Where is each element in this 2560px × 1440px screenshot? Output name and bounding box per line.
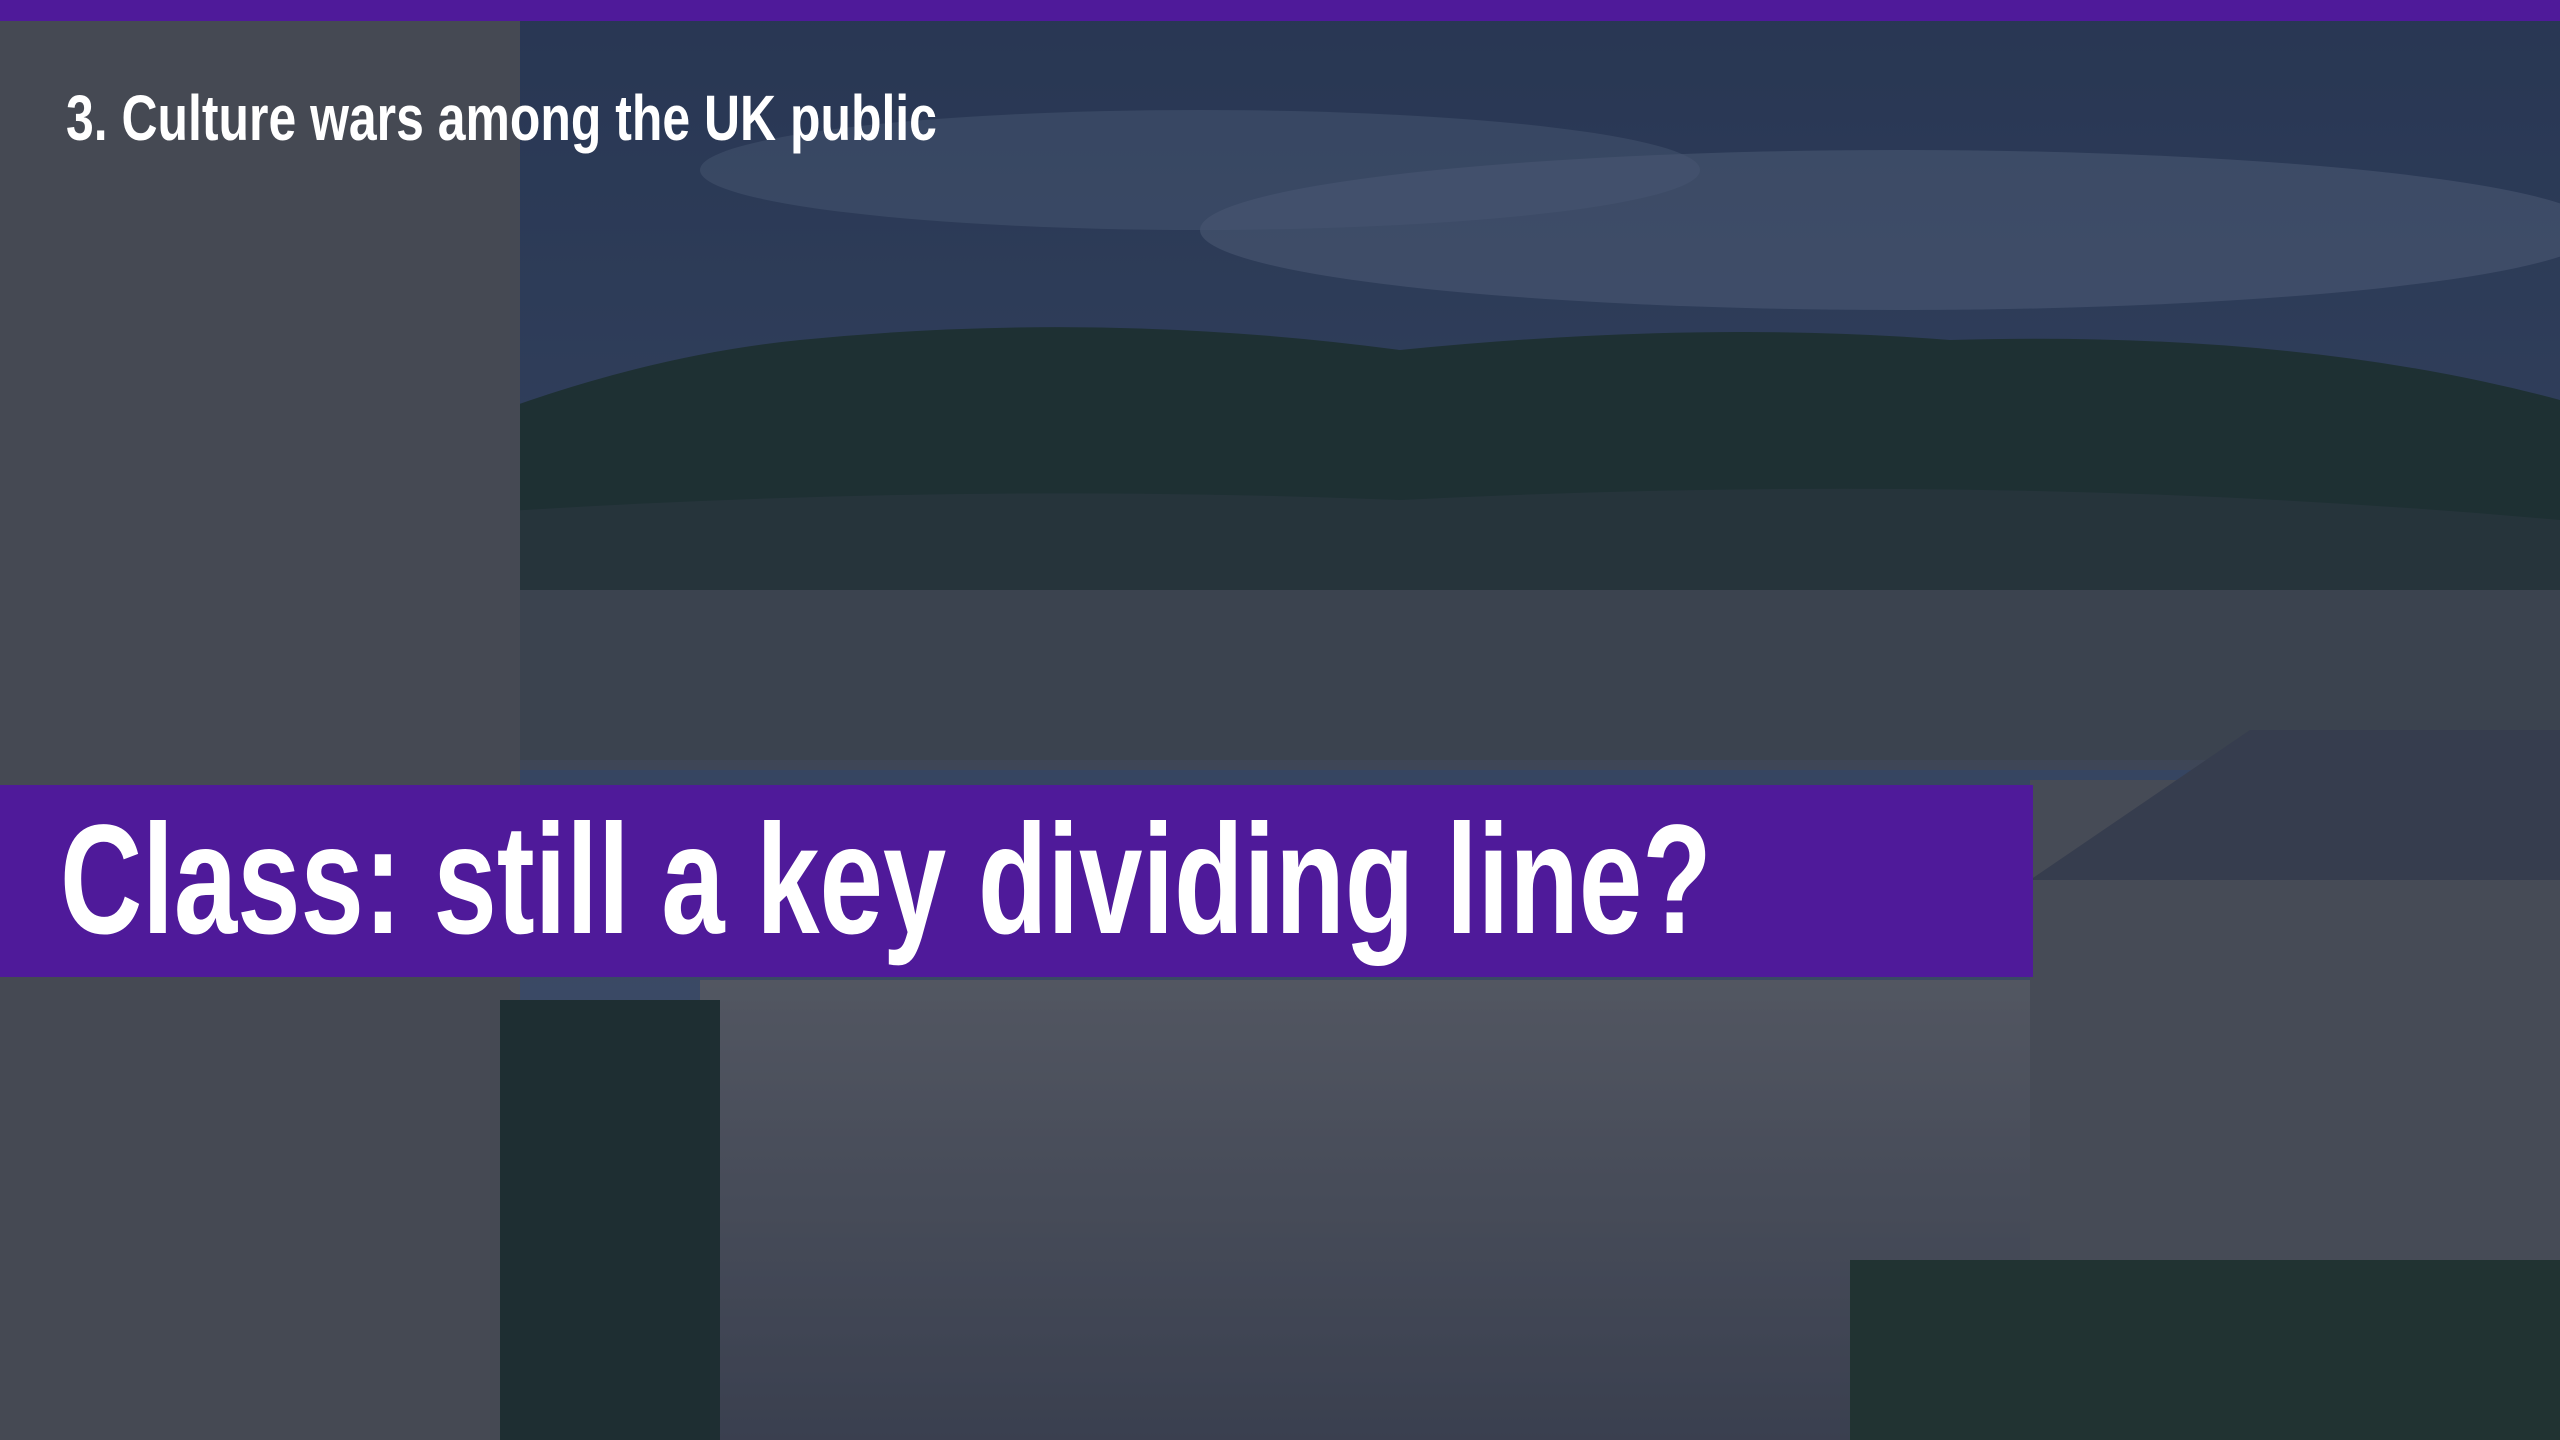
slide-title: Class: still a key dividing line? bbox=[60, 790, 1712, 970]
background-photo bbox=[0, 0, 2560, 1440]
slide: 3. Culture wars among the UK public Clas… bbox=[0, 0, 2560, 1440]
top-bar bbox=[0, 0, 2560, 21]
section-label: 3. Culture wars among the UK public bbox=[66, 78, 937, 158]
